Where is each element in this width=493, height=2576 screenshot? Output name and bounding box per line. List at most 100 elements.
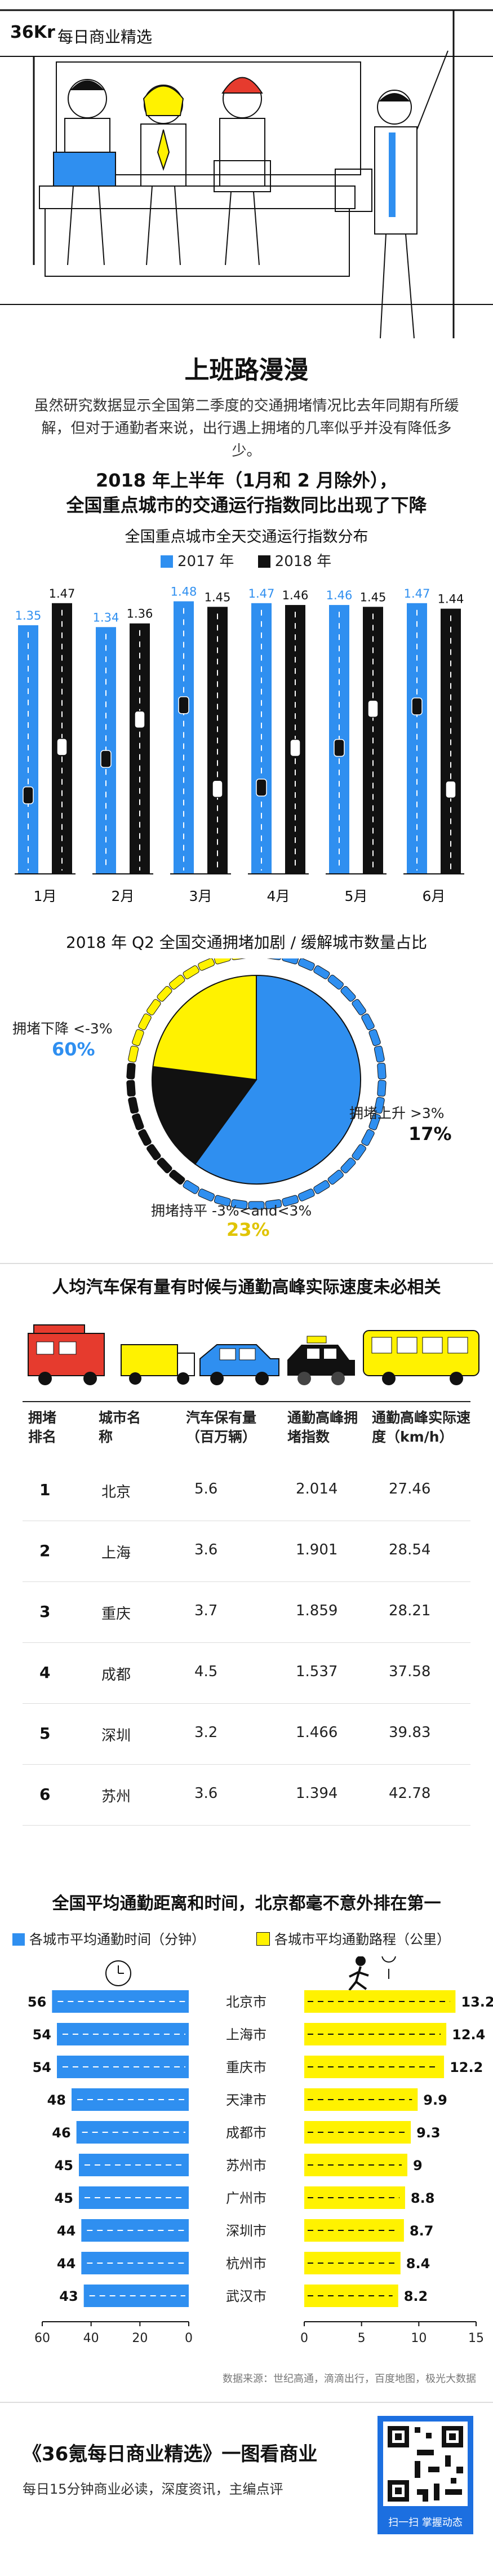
monthly-chart-title: 全国重点城市全天交通运行指数分布 [125, 528, 368, 546]
qr-code-panel[interactable]: 扫一扫 掌握动态 [377, 2416, 473, 2534]
legend-swatch-dist [256, 1932, 270, 1946]
taxi-icon [287, 1336, 355, 1385]
table-cell-index: 1.466 [296, 1724, 338, 1741]
car-icon [340, 986, 356, 1002]
table-cell-cars: 3.2 [194, 1724, 218, 1741]
footer-divider [0, 2402, 493, 2403]
car-icon [248, 1201, 265, 1210]
time-tick-label: 60 [34, 2331, 50, 2345]
distance-value-label: 12.4 [452, 2027, 485, 2043]
car-icon [198, 1188, 215, 1201]
col-header-index: 通勤高峰拥堵指数 [287, 1409, 358, 1445]
pie-chart-title: 2018 年 Q2 全国交通拥堵加剧 / 缓解城市数量占比 [65, 933, 428, 952]
section1-heading-line2: 全国重点城市的交通运行指数同比出现了下降 [66, 494, 427, 516]
col-header-rank: 拥堵排名 [28, 1409, 57, 1445]
table-cell-speed: 39.83 [389, 1724, 431, 1741]
table-cell-rank: 2 [39, 1541, 51, 1560]
table-cell-city: 上海 [101, 1545, 131, 1562]
legend-swatch-2017 [161, 555, 173, 568]
bar-label: 1.47 [404, 587, 430, 600]
monthly-index-chart: 1.35 1.47 1月 1.34 1.36 2月 1.48 1.45 3月 1.47 1.46 4月… [15, 585, 464, 904]
legend-swatch-2018 [257, 555, 270, 568]
car-icon [411, 697, 423, 715]
car-icon [374, 1097, 385, 1114]
city-label: 天津市 [226, 2092, 267, 2108]
car-icon [297, 958, 315, 971]
car-icon [265, 1199, 282, 1209]
section-divider [0, 1263, 493, 1264]
car-icon [374, 1045, 385, 1063]
car-icon [198, 958, 215, 971]
distance-tick-label: 15 [468, 2331, 484, 2345]
table-cell-city: 重庆 [101, 1606, 131, 1623]
commute-butterfly-chart: 56 13.2 北京市 54 12.4 上海市 54 12.2 重庆市 48 9.9 天津市 46 9.3… [28, 1956, 493, 2345]
car-icon [230, 958, 248, 960]
runner-head-icon [356, 1956, 366, 1966]
car-icon [138, 1129, 152, 1146]
legend-label-2018: 2018 年 [274, 553, 332, 570]
car-icon [56, 738, 68, 756]
time-value-label: 45 [55, 2158, 73, 2173]
table-cell-speed: 27.46 [389, 1481, 431, 1497]
qr-caption: 扫一扫 掌握动态 [388, 2517, 463, 2529]
intro-text: 虽然研究数据显示全国第二季度的交通拥堵情况比去年同期有所缓解，但对于通勤者来说，… [34, 397, 459, 459]
time-tick-label: 40 [83, 2331, 99, 2345]
row-separator [23, 1642, 470, 1643]
car-icon [327, 1169, 344, 1185]
monthly-chart-legend: 2017 年 2018 年 [161, 550, 331, 571]
time-value-label: 48 [47, 2092, 66, 2108]
pie-label-down: 拥堵下降 <-3% [12, 1020, 113, 1037]
city-label: 上海市 [226, 2027, 267, 2043]
commuter-illustration [0, 9, 493, 339]
table-top-rule [23, 1401, 470, 1402]
table-cell-rank: 6 [39, 1785, 51, 1804]
distance-value-label: 9 [413, 2158, 423, 2173]
row-separator [23, 1764, 470, 1765]
car-icon [128, 1045, 139, 1063]
runner-icon [348, 1966, 369, 1991]
table-cell-index: 1.901 [296, 1541, 338, 1558]
car-icon [157, 1157, 172, 1174]
table-cell-index: 2.014 [296, 1481, 338, 1497]
car-icon [146, 999, 161, 1015]
time-tick-label: 20 [132, 2331, 148, 2345]
legend-swatch-time [12, 1933, 25, 1946]
car-icon [327, 974, 344, 990]
truck-icon [121, 1344, 195, 1385]
bar-label: 1.36 [127, 607, 153, 621]
table-cell-rank: 1 [39, 1481, 51, 1499]
month-label: 5月 [345, 888, 368, 904]
table-cell-rank: 5 [39, 1724, 51, 1743]
bar-label: 1.44 [438, 593, 464, 606]
month-label: 6月 [423, 888, 446, 904]
col-header-cars: 汽车保有量（百万辆） [186, 1409, 257, 1445]
time-value-label: 54 [33, 2027, 51, 2043]
distance-value-label: 9.9 [423, 2092, 447, 2108]
city-label: 深圳市 [226, 2223, 267, 2239]
congestion-pie-chart [126, 958, 387, 1210]
month-label: 4月 [267, 888, 290, 904]
table-cell-rank: 4 [39, 1663, 51, 1682]
car-icon [367, 700, 379, 718]
distance-bar-上海市 [304, 2023, 447, 2045]
car-icon [313, 1180, 330, 1194]
table-cell-city: 深圳 [101, 1727, 131, 1744]
table-heading: 人均汽车保有量有时候与通勤高峰实际速度未必相关 [52, 1278, 441, 1297]
legend-label-time: 各城市平均通勤时间（分钟） [29, 1932, 205, 1947]
brand-subtitle: 每日商业精选 [57, 28, 153, 46]
table-cell-cars: 3.6 [194, 1785, 218, 1802]
car-icon [282, 958, 299, 965]
bar-label: 1.47 [248, 587, 275, 600]
city-label: 武汉市 [226, 2288, 267, 2304]
car-icon [128, 1097, 139, 1114]
time-value-label: 44 [57, 2223, 75, 2239]
car-icon [256, 779, 267, 797]
row-separator [23, 1825, 470, 1826]
car-icon [169, 974, 185, 990]
car-icon [377, 1080, 387, 1097]
distance-tick-label: 5 [358, 2331, 366, 2345]
footer-title: 《36氪每日商业精选》一图看商业 [23, 2443, 318, 2465]
bar-label: 1.35 [15, 609, 42, 622]
car-icon [377, 1063, 387, 1080]
car-icon [313, 965, 330, 979]
